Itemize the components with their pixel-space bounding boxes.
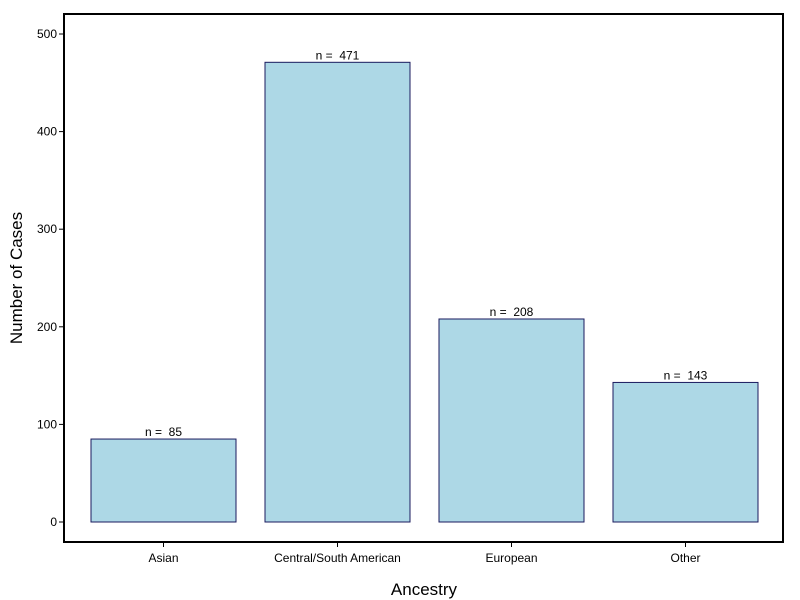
x-tick-label: Central/South American — [274, 551, 401, 565]
y-tick-label: 400 — [37, 125, 57, 139]
bar-data-label: n = 143 — [664, 368, 708, 382]
bar — [438, 318, 585, 523]
y-tick-label: 500 — [37, 27, 57, 41]
plot-frame — [63, 13, 784, 543]
y-axis: 0 100 200 300 400 500 — [37, 27, 64, 529]
bar-data-label: n = 471 — [316, 48, 360, 62]
bars — [90, 61, 759, 523]
y-tick-label: 300 — [37, 222, 57, 236]
y-axis-title: Number of Cases — [7, 212, 26, 344]
bar-data-label: n = 85 — [145, 425, 182, 439]
x-axis: Asian Central/South American European Other — [148, 542, 701, 565]
x-axis-title: Ancestry — [391, 580, 458, 599]
bar — [90, 438, 237, 523]
y-tick-label: 100 — [37, 417, 57, 431]
x-tick-label: Other — [670, 551, 700, 565]
bar — [612, 381, 759, 523]
data-labels: n = 85 n = 471 n = 208 n = 143 — [145, 48, 708, 439]
bar — [264, 61, 411, 523]
x-tick-label: Asian — [148, 551, 178, 565]
y-tick-label: 200 — [37, 320, 57, 334]
x-tick-label: European — [485, 551, 537, 565]
bar-data-label: n = 208 — [490, 305, 534, 319]
y-tick-label: 0 — [50, 515, 57, 529]
